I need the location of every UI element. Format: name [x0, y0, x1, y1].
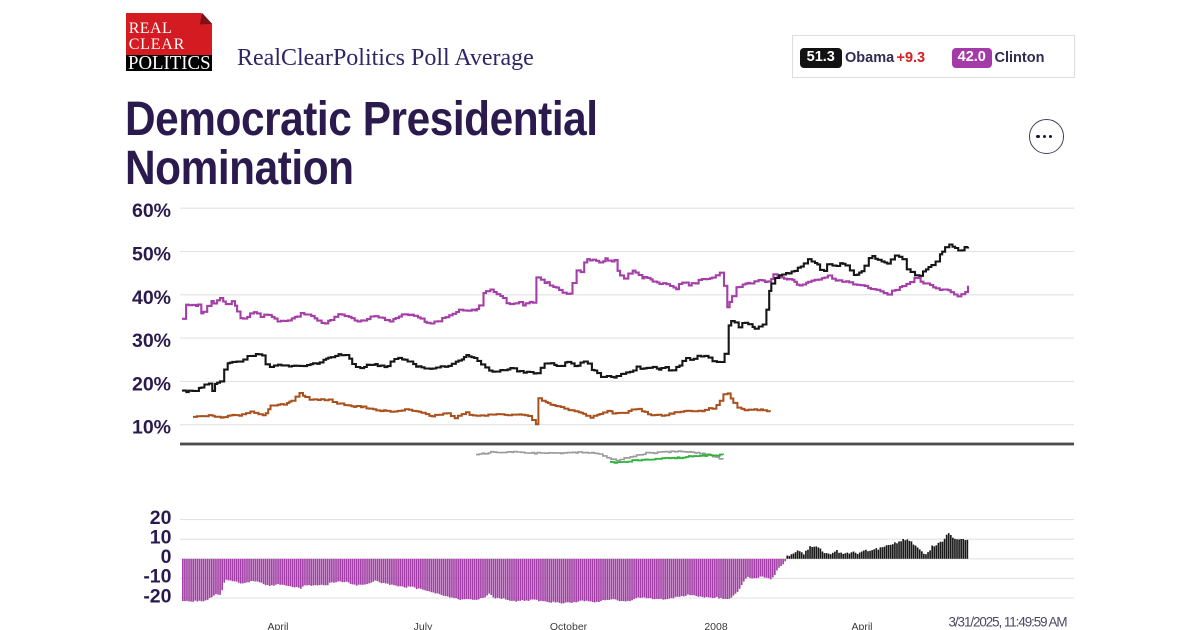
svg-text:10%: 10% [132, 417, 171, 439]
svg-text:3/31/2025, 11:49:59 AM: 3/31/2025, 11:49:59 AM [949, 615, 1068, 630]
svg-text:40%: 40% [132, 287, 171, 309]
svg-text:-10: -10 [143, 566, 171, 588]
svg-text:30%: 30% [132, 330, 171, 352]
svg-text:April: April [267, 621, 288, 630]
svg-text:0: 0 [161, 546, 172, 568]
svg-text:July: July [414, 621, 433, 630]
svg-text:10: 10 [150, 527, 172, 549]
svg-text:2008: 2008 [704, 621, 728, 630]
svg-text:April: April [851, 621, 872, 630]
svg-text:20: 20 [150, 507, 172, 529]
svg-text:20%: 20% [132, 373, 171, 395]
svg-text:October: October [550, 621, 588, 630]
svg-text:-20: -20 [143, 585, 171, 607]
svg-text:60%: 60% [132, 200, 171, 222]
svg-text:50%: 50% [132, 244, 171, 266]
